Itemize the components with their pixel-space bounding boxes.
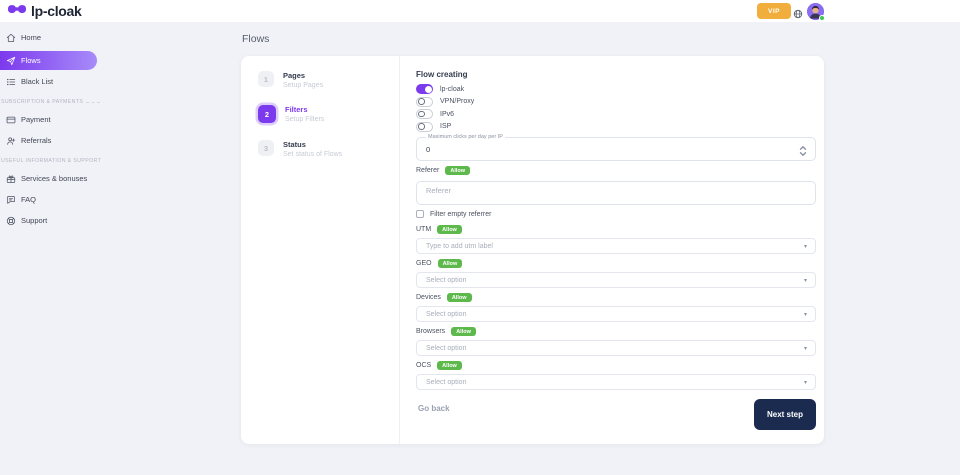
devices-allow-badge[interactable]: Allow xyxy=(446,293,472,302)
max-clicks-label: Maximum clicks per day per IP xyxy=(426,134,505,140)
chat-icon xyxy=(7,195,15,204)
ocs-select[interactable]: Select option ▾ xyxy=(416,374,816,390)
referer-label-row: Referer Allow xyxy=(416,166,471,175)
sidebar-item-referrals[interactable]: Referrals xyxy=(0,133,100,148)
toggle-lp-cloak[interactable]: lp-cloak xyxy=(416,84,464,94)
devices-select[interactable]: Select option ▾ xyxy=(416,306,816,322)
step-number: 3 xyxy=(258,140,274,156)
referer-field xyxy=(416,181,816,205)
form-title: Flow creating xyxy=(416,70,468,79)
chevron-down-icon: ▾ xyxy=(803,345,807,352)
sidebar: Home Flows Black List Subscription & Pay… xyxy=(0,30,102,234)
checkbox-unchecked[interactable] xyxy=(416,210,424,218)
browsers-allow-badge[interactable]: Allow xyxy=(451,327,476,336)
step-filters[interactable]: 2 Filters Setup Filters xyxy=(258,105,324,123)
step-number: 1 xyxy=(258,71,274,87)
credit-card-icon xyxy=(6,116,16,123)
sidebar-section-useful: Useful information & support xyxy=(1,158,102,164)
lifebuoy-icon xyxy=(6,216,16,225)
flow-card: 1 Pages Setup Pages 2 Filters Setup Filt… xyxy=(241,56,824,444)
utm-label-row: UTM Allow xyxy=(416,225,462,234)
flows-icon xyxy=(6,56,16,65)
referer-input[interactable] xyxy=(426,186,806,202)
brand-logo[interactable]: lp-cloak xyxy=(8,2,82,20)
ocs-allow-badge[interactable]: Allow xyxy=(437,361,462,370)
sidebar-item-faq[interactable]: FAQ xyxy=(0,192,100,207)
devices-label-row: Devices Allow xyxy=(416,293,472,302)
page-title: Flows xyxy=(242,33,270,45)
sidebar-item-payment[interactable]: Payment xyxy=(0,112,100,127)
user-avatar[interactable] xyxy=(807,3,825,21)
topbar: lp-cloak VIP xyxy=(0,0,960,22)
number-stepper-icon[interactable] xyxy=(799,144,807,156)
referer-label: Referer xyxy=(416,167,440,174)
sidebar-section-subscription: Subscription & Payments xyxy=(1,99,100,105)
brand-name: lp-cloak xyxy=(31,3,82,19)
person-add-icon xyxy=(7,137,16,145)
go-back-button[interactable]: Go back xyxy=(418,404,450,413)
toggle-switch-off[interactable] xyxy=(416,121,433,132)
geo-label-row: GEO Allow xyxy=(416,259,463,268)
geo-select[interactable]: Select option ▾ xyxy=(416,272,816,288)
chevron-down-icon: ▾ xyxy=(803,379,807,386)
toggle-switch-off[interactable] xyxy=(416,109,433,119)
toggle-switch-on[interactable] xyxy=(416,84,433,94)
max-clicks-field: Maximum clicks per day per IP xyxy=(416,134,816,161)
toggle-switch-off[interactable] xyxy=(416,96,433,107)
sidebar-item-flows[interactable]: Flows xyxy=(0,51,97,70)
sidebar-item-services[interactable]: Services & bonuses xyxy=(0,171,100,186)
vertical-divider xyxy=(399,56,400,444)
online-status-dot xyxy=(819,15,825,21)
toggle-isp[interactable]: ISP xyxy=(416,121,451,132)
browsers-label-row: Browsers Allow xyxy=(416,327,476,336)
ocs-label-row: OCS Allow xyxy=(416,361,462,370)
sidebar-item-home[interactable]: Home xyxy=(0,30,100,45)
gift-icon xyxy=(6,175,16,183)
next-step-button[interactable]: Next step xyxy=(754,399,816,430)
toggle-vpn-proxy[interactable]: VPN/Proxy xyxy=(416,96,474,107)
chevron-down-icon: ▾ xyxy=(803,277,807,284)
mask-icon xyxy=(8,2,26,20)
toggle-ipv6[interactable]: IPv6 xyxy=(416,109,454,119)
browsers-select[interactable]: Select option ▾ xyxy=(416,340,816,356)
language-globe-icon[interactable] xyxy=(793,6,803,19)
chevron-down-icon: ▾ xyxy=(803,311,807,318)
utm-allow-badge[interactable]: Allow xyxy=(437,225,462,234)
utm-select[interactable]: Type to add utm label ▾ xyxy=(416,238,816,254)
step-number: 2 xyxy=(258,105,276,123)
sidebar-item-black-list[interactable]: Black List xyxy=(0,74,100,89)
referer-allow-badge[interactable]: Allow xyxy=(445,166,471,175)
geo-allow-badge[interactable]: Allow xyxy=(437,259,463,268)
sidebar-item-support[interactable]: Support xyxy=(0,213,100,228)
step-status[interactable]: 3 Status Set status of Flows xyxy=(258,140,342,158)
max-clicks-input[interactable] xyxy=(426,138,786,160)
list-icon xyxy=(7,78,16,85)
filter-empty-referrer[interactable]: Filter empty referrer xyxy=(416,210,491,218)
chevron-down-icon: ▾ xyxy=(803,243,807,250)
vip-button[interactable]: VIP xyxy=(757,3,791,19)
home-icon xyxy=(6,33,16,42)
step-pages[interactable]: 1 Pages Setup Pages xyxy=(258,71,323,89)
